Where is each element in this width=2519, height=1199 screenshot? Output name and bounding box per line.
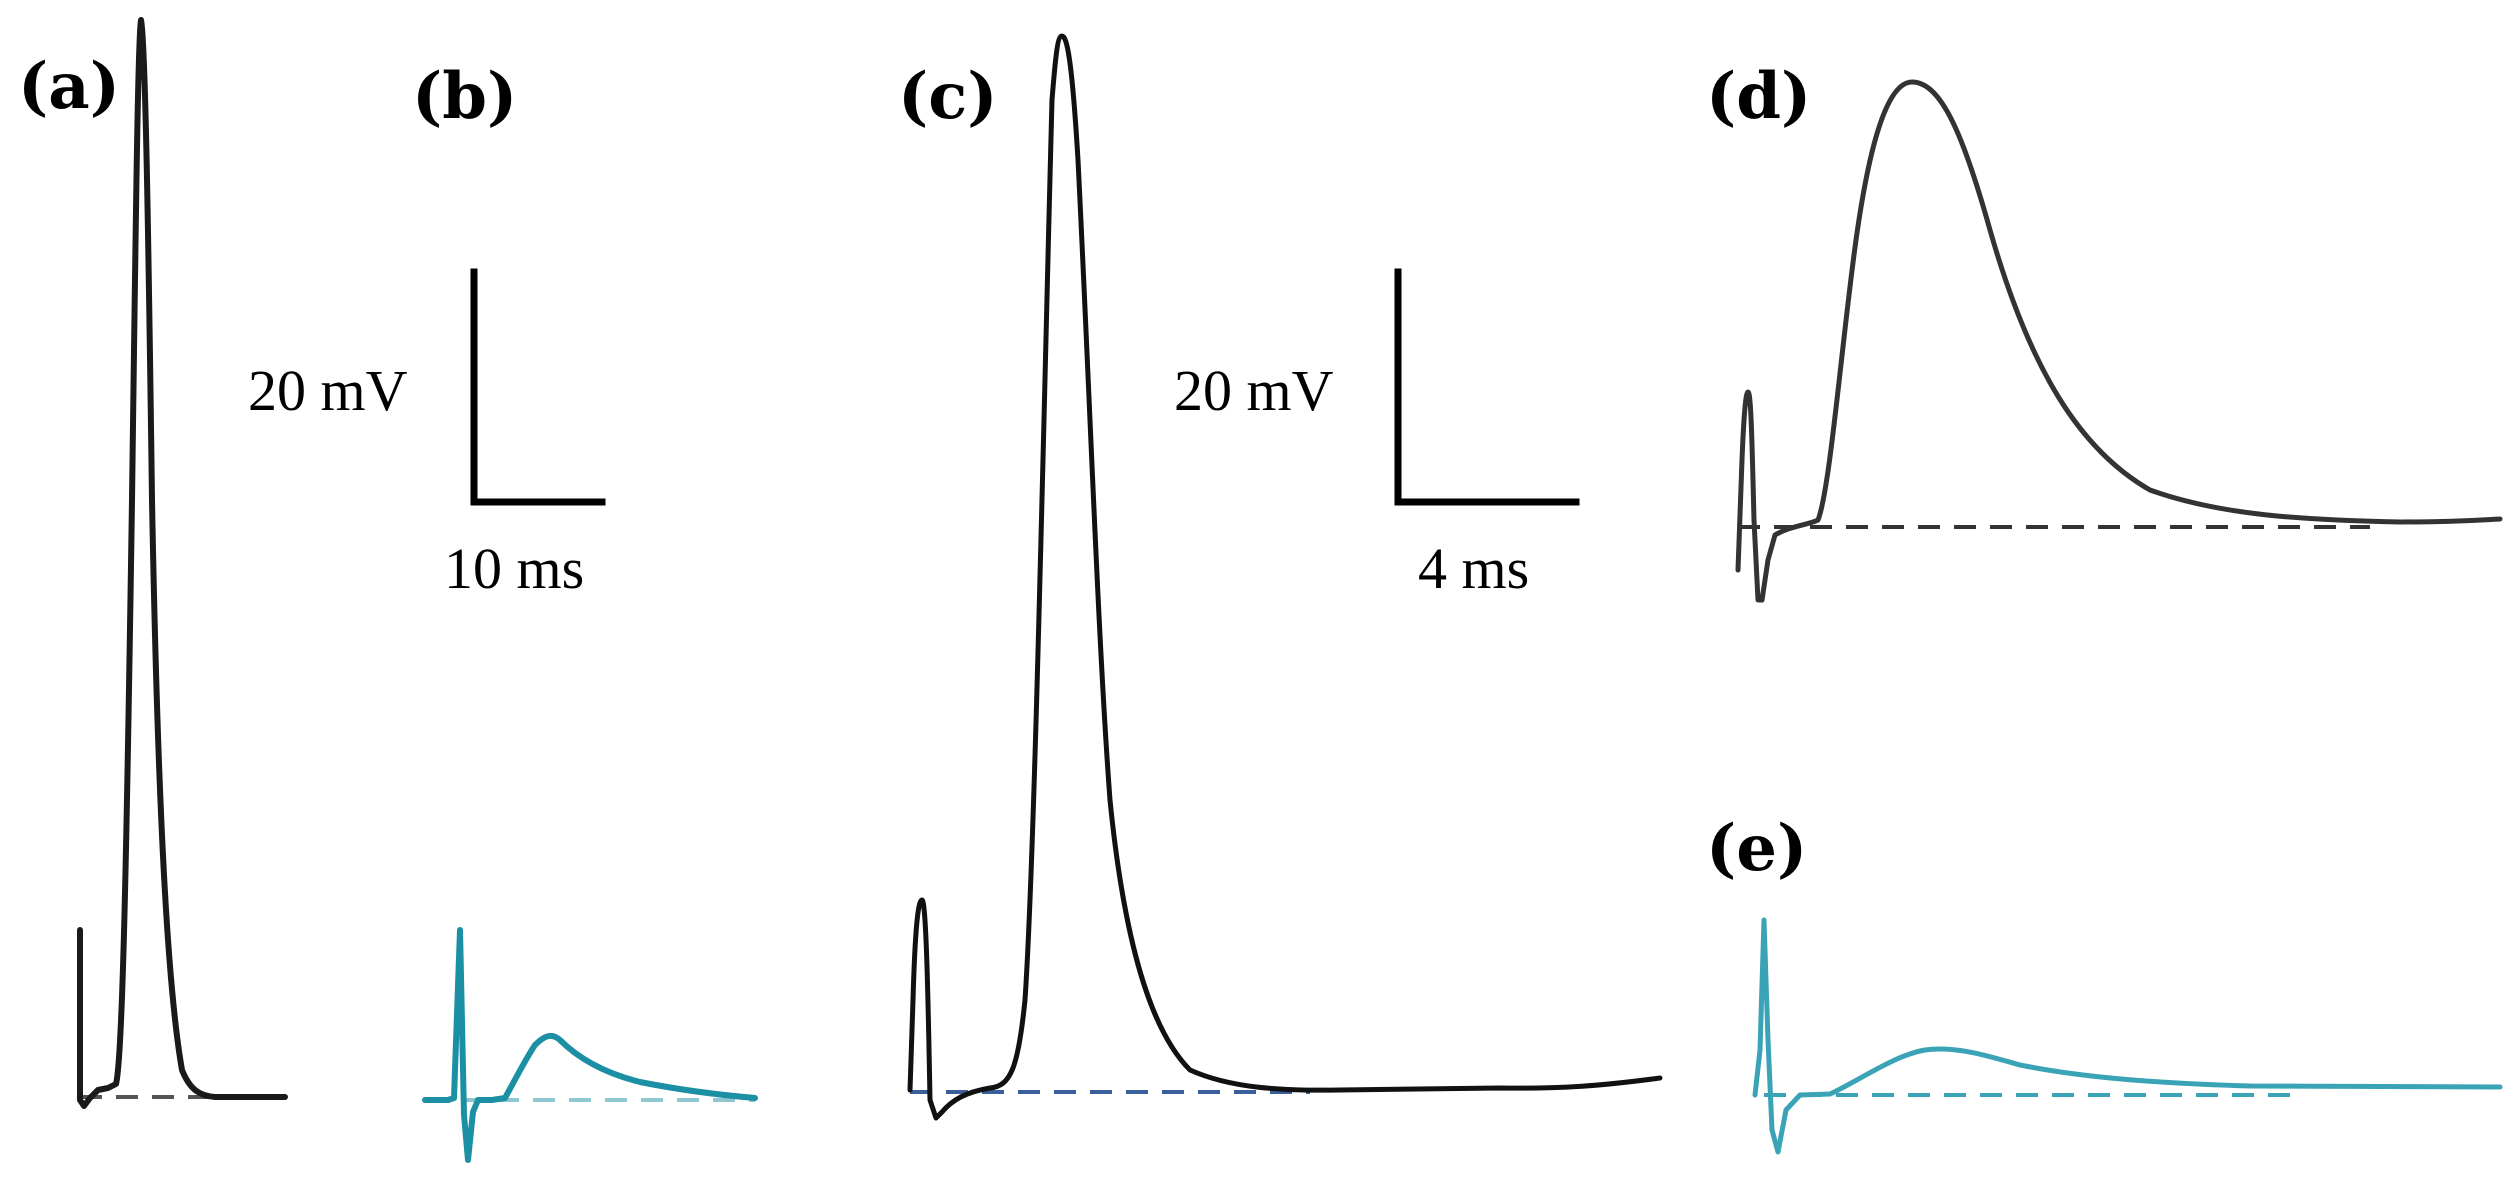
panel-label-d: (d): [1706, 59, 1811, 134]
panel-e-trace: [1752, 917, 2503, 1155]
panel-e: [1752, 917, 2503, 1155]
panel-label-e: (e): [1706, 811, 1807, 886]
scale-bar-right: 20 mV 4 ms: [1174, 268, 1580, 601]
panel-c-trace: [907, 33, 1663, 1121]
scale-bar-left-voltage-label: 20 mV: [248, 358, 408, 423]
panel-label-c: (c): [898, 59, 998, 134]
panel-b-trace: [422, 927, 758, 1163]
panel-label-a: (a): [18, 49, 120, 124]
panel-d: [1735, 79, 2503, 603]
panel-a-trace: [77, 17, 288, 1109]
scale-bar-left: 20 mV 10 ms: [248, 268, 606, 601]
panel-b: [422, 927, 758, 1163]
panel-a: [77, 17, 288, 1109]
panel-c: [907, 33, 1663, 1121]
scale-bar-right-voltage-label: 20 mV: [1174, 358, 1334, 423]
scale-bar-left-lines: [470, 268, 606, 506]
scale-bar-right-time-label: 4 ms: [1418, 536, 1529, 601]
scale-bar-right-lines: [1394, 268, 1580, 506]
panel-label-b: (b): [412, 59, 517, 134]
panel-d-trace: [1735, 79, 2503, 603]
scale-bar-left-time-label: 10 ms: [444, 536, 584, 601]
